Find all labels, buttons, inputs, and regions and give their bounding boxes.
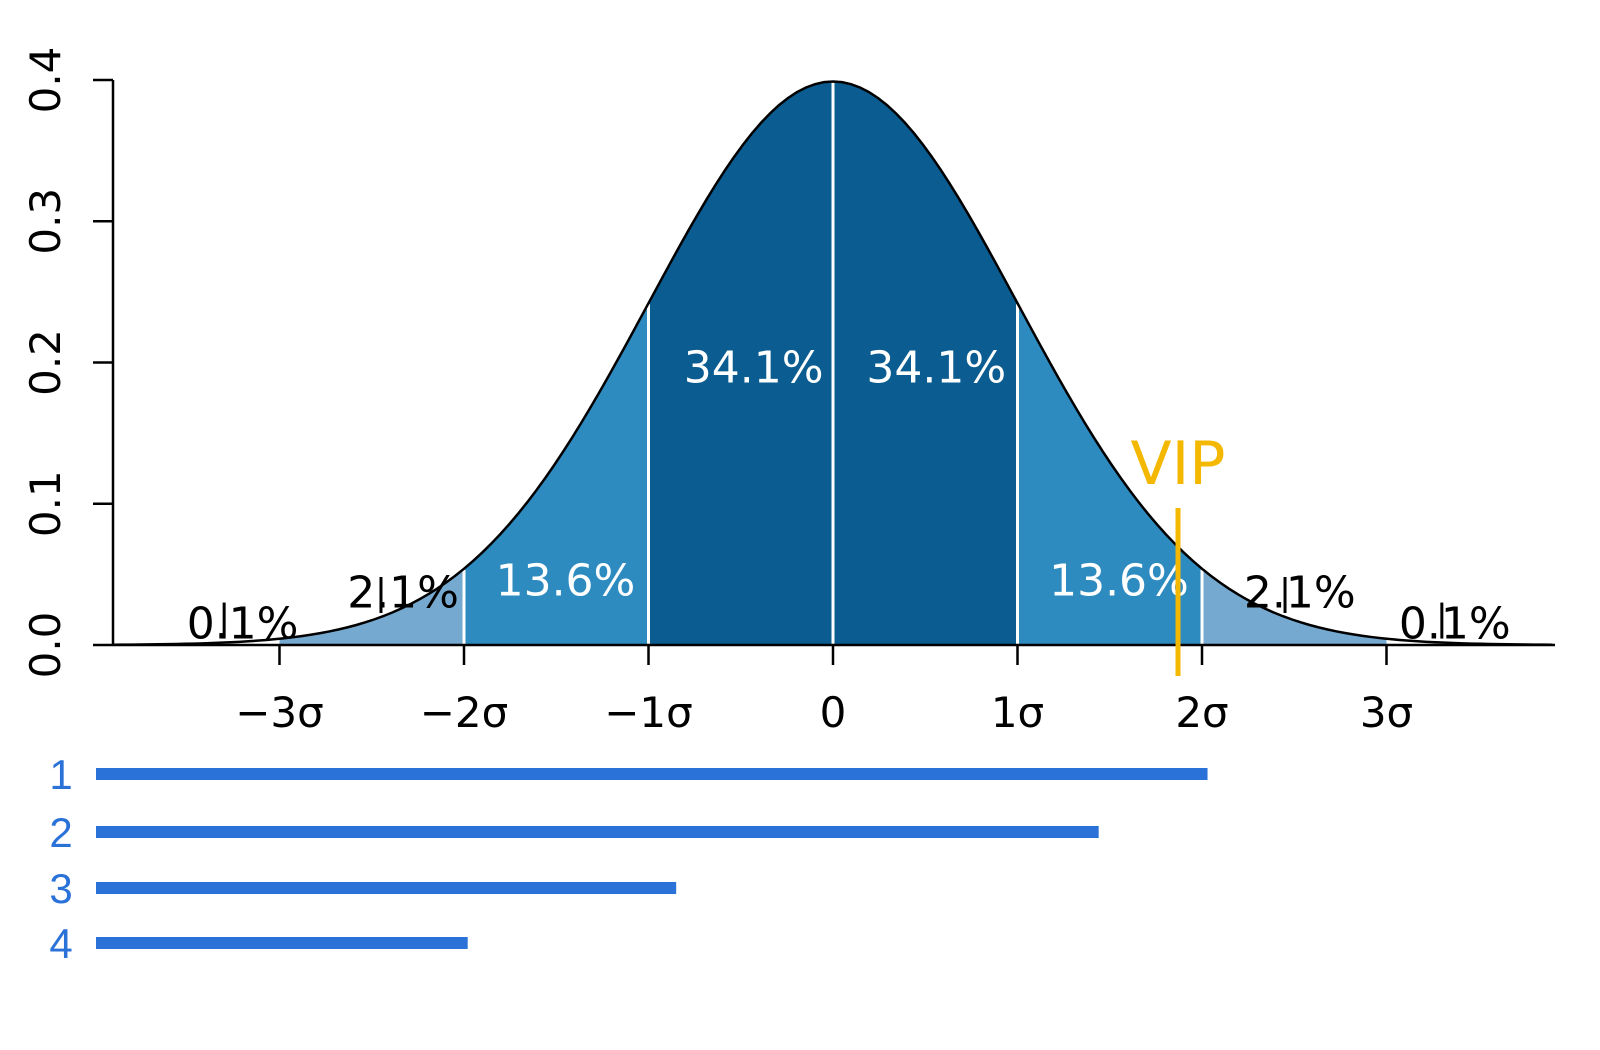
rank-bars: 1 2 3 4 — [49, 751, 1208, 967]
vip-marker: VIP — [1131, 429, 1226, 676]
y-tick-label: 0.2 — [21, 329, 70, 396]
rank-bar-label: 4 — [49, 920, 72, 967]
sigma-band-6 — [1202, 568, 1387, 645]
y-tick-label: 0.4 — [21, 47, 70, 114]
tail-percent-label: 2.1% — [1244, 567, 1356, 618]
x-tick-label: 1σ — [991, 688, 1044, 737]
x-tick-label: 3σ — [1360, 688, 1413, 737]
tail-percent-label: 0.1% — [1399, 598, 1511, 649]
region-percent-label: 34.1% — [866, 342, 1006, 393]
y-tick-label: 0.3 — [21, 188, 70, 255]
rank-bar-label: 3 — [49, 865, 72, 912]
percentage-labels: 34.1% 34.1% 13.6% 13.6% 0.1% 2.1% 2.1% 0.1% — [187, 342, 1511, 649]
sigma-band-4 — [833, 81, 1018, 646]
x-tick-label: −2σ — [420, 688, 509, 737]
x-tick-label: −3σ — [235, 688, 324, 737]
tail-percent-label: 0.1% — [187, 598, 299, 649]
tail-percent-label: 2.1% — [347, 567, 459, 618]
density-curve — [113, 80, 1553, 646]
sigma-bands — [279, 81, 1387, 646]
vip-label: VIP — [1131, 429, 1226, 499]
y-tick-label: 0.0 — [21, 612, 70, 679]
rank-bar-label: 1 — [49, 751, 72, 798]
y-tick-label: 0.1 — [21, 470, 70, 537]
sigma-band-1 — [279, 568, 464, 645]
rank-bar-label: 2 — [49, 809, 72, 856]
axes: −3σ −2σ −1σ 0 1σ 2σ 3σ 0.0 0.1 0.2 0.3 0.4 — [21, 47, 1555, 737]
x-tick-label: 0 — [820, 688, 847, 737]
density-curve-layer — [113, 80, 1553, 646]
region-percent-label: 13.6% — [1049, 556, 1189, 607]
x-tick-label: 2σ — [1175, 688, 1228, 737]
x-tick-label: −1σ — [604, 688, 693, 737]
region-percent-label: 13.6% — [496, 556, 636, 607]
region-percent-label: 34.1% — [684, 342, 824, 393]
sigma-band-3 — [648, 81, 833, 646]
